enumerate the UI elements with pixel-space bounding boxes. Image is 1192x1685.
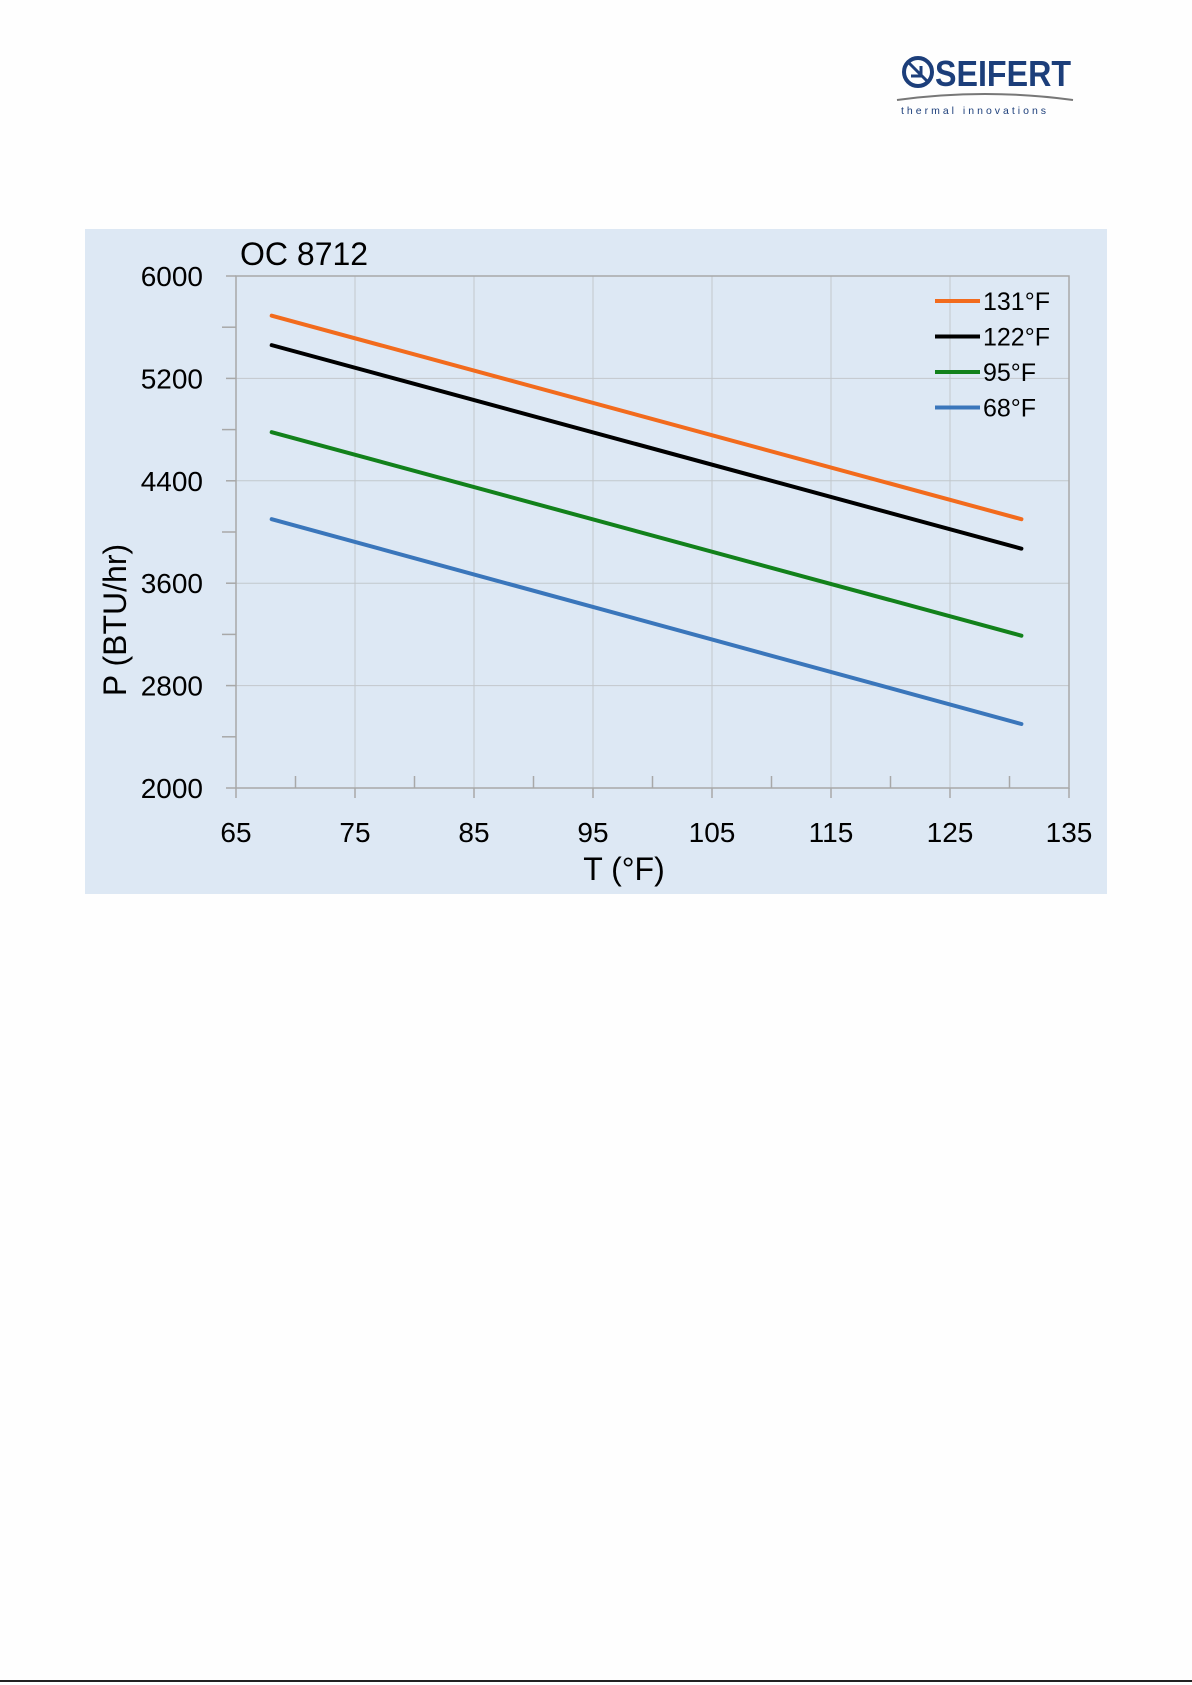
series-line-1: [269, 343, 1024, 551]
legend: 131°F 122°F 95°F 68°F: [935, 288, 1050, 423]
page-bottom-rule: [0, 1680, 1192, 1682]
chart-background: [85, 229, 1107, 894]
y-tick-label: 2800: [141, 671, 203, 702]
chart: 2000 2800 3600 4400 5200 6000 65 75 85 95 105 115 1…: [85, 229, 1107, 894]
series-line-2: [269, 430, 1024, 638]
y-tick-label: 3600: [141, 568, 203, 599]
y-tick-label: 2000: [141, 773, 203, 804]
legend-label-3: 68°F: [983, 395, 1036, 423]
x-axis-label: T (°F): [583, 851, 665, 887]
seifert-logo: SEIFERT thermal innovations: [896, 53, 1074, 117]
series-line-0: [269, 313, 1024, 522]
series-line-3: [269, 517, 1024, 726]
y-tick-label: 6000: [141, 261, 203, 292]
minor-ticks: [222, 275, 1070, 798]
logo-brand: SEIFERT: [935, 53, 1071, 94]
y-tick-label: 5200: [141, 363, 203, 394]
x-tick-label: 75: [339, 817, 370, 848]
logo-swoosh: [896, 93, 1074, 101]
legend-label-2: 95°F: [983, 359, 1036, 387]
seifert-emblem-icon: [902, 56, 934, 88]
y-tick-label: 4400: [141, 466, 203, 497]
x-tick-label: 125: [927, 817, 974, 848]
x-tick-label: 85: [458, 817, 489, 848]
series-layer: [269, 313, 1024, 726]
x-tick-labels: 65 75 85 95 105 115 125 135: [220, 817, 1092, 848]
x-tick-label: 95: [577, 817, 608, 848]
legend-label-1: 122°F: [983, 324, 1050, 352]
x-tick-label: 135: [1046, 817, 1093, 848]
chart-title: OC 8712: [240, 236, 368, 272]
x-tick-label: 105: [689, 817, 736, 848]
x-tick-label: 65: [220, 817, 251, 848]
y-tick-labels: 2000 2800 3600 4400 5200 6000: [141, 261, 203, 804]
y-axis-label: P (BTU/hr): [97, 544, 133, 696]
logo-tagline: thermal innovations: [901, 105, 1049, 117]
x-tick-label: 115: [809, 817, 854, 848]
legend-label-0: 131°F: [983, 288, 1050, 316]
